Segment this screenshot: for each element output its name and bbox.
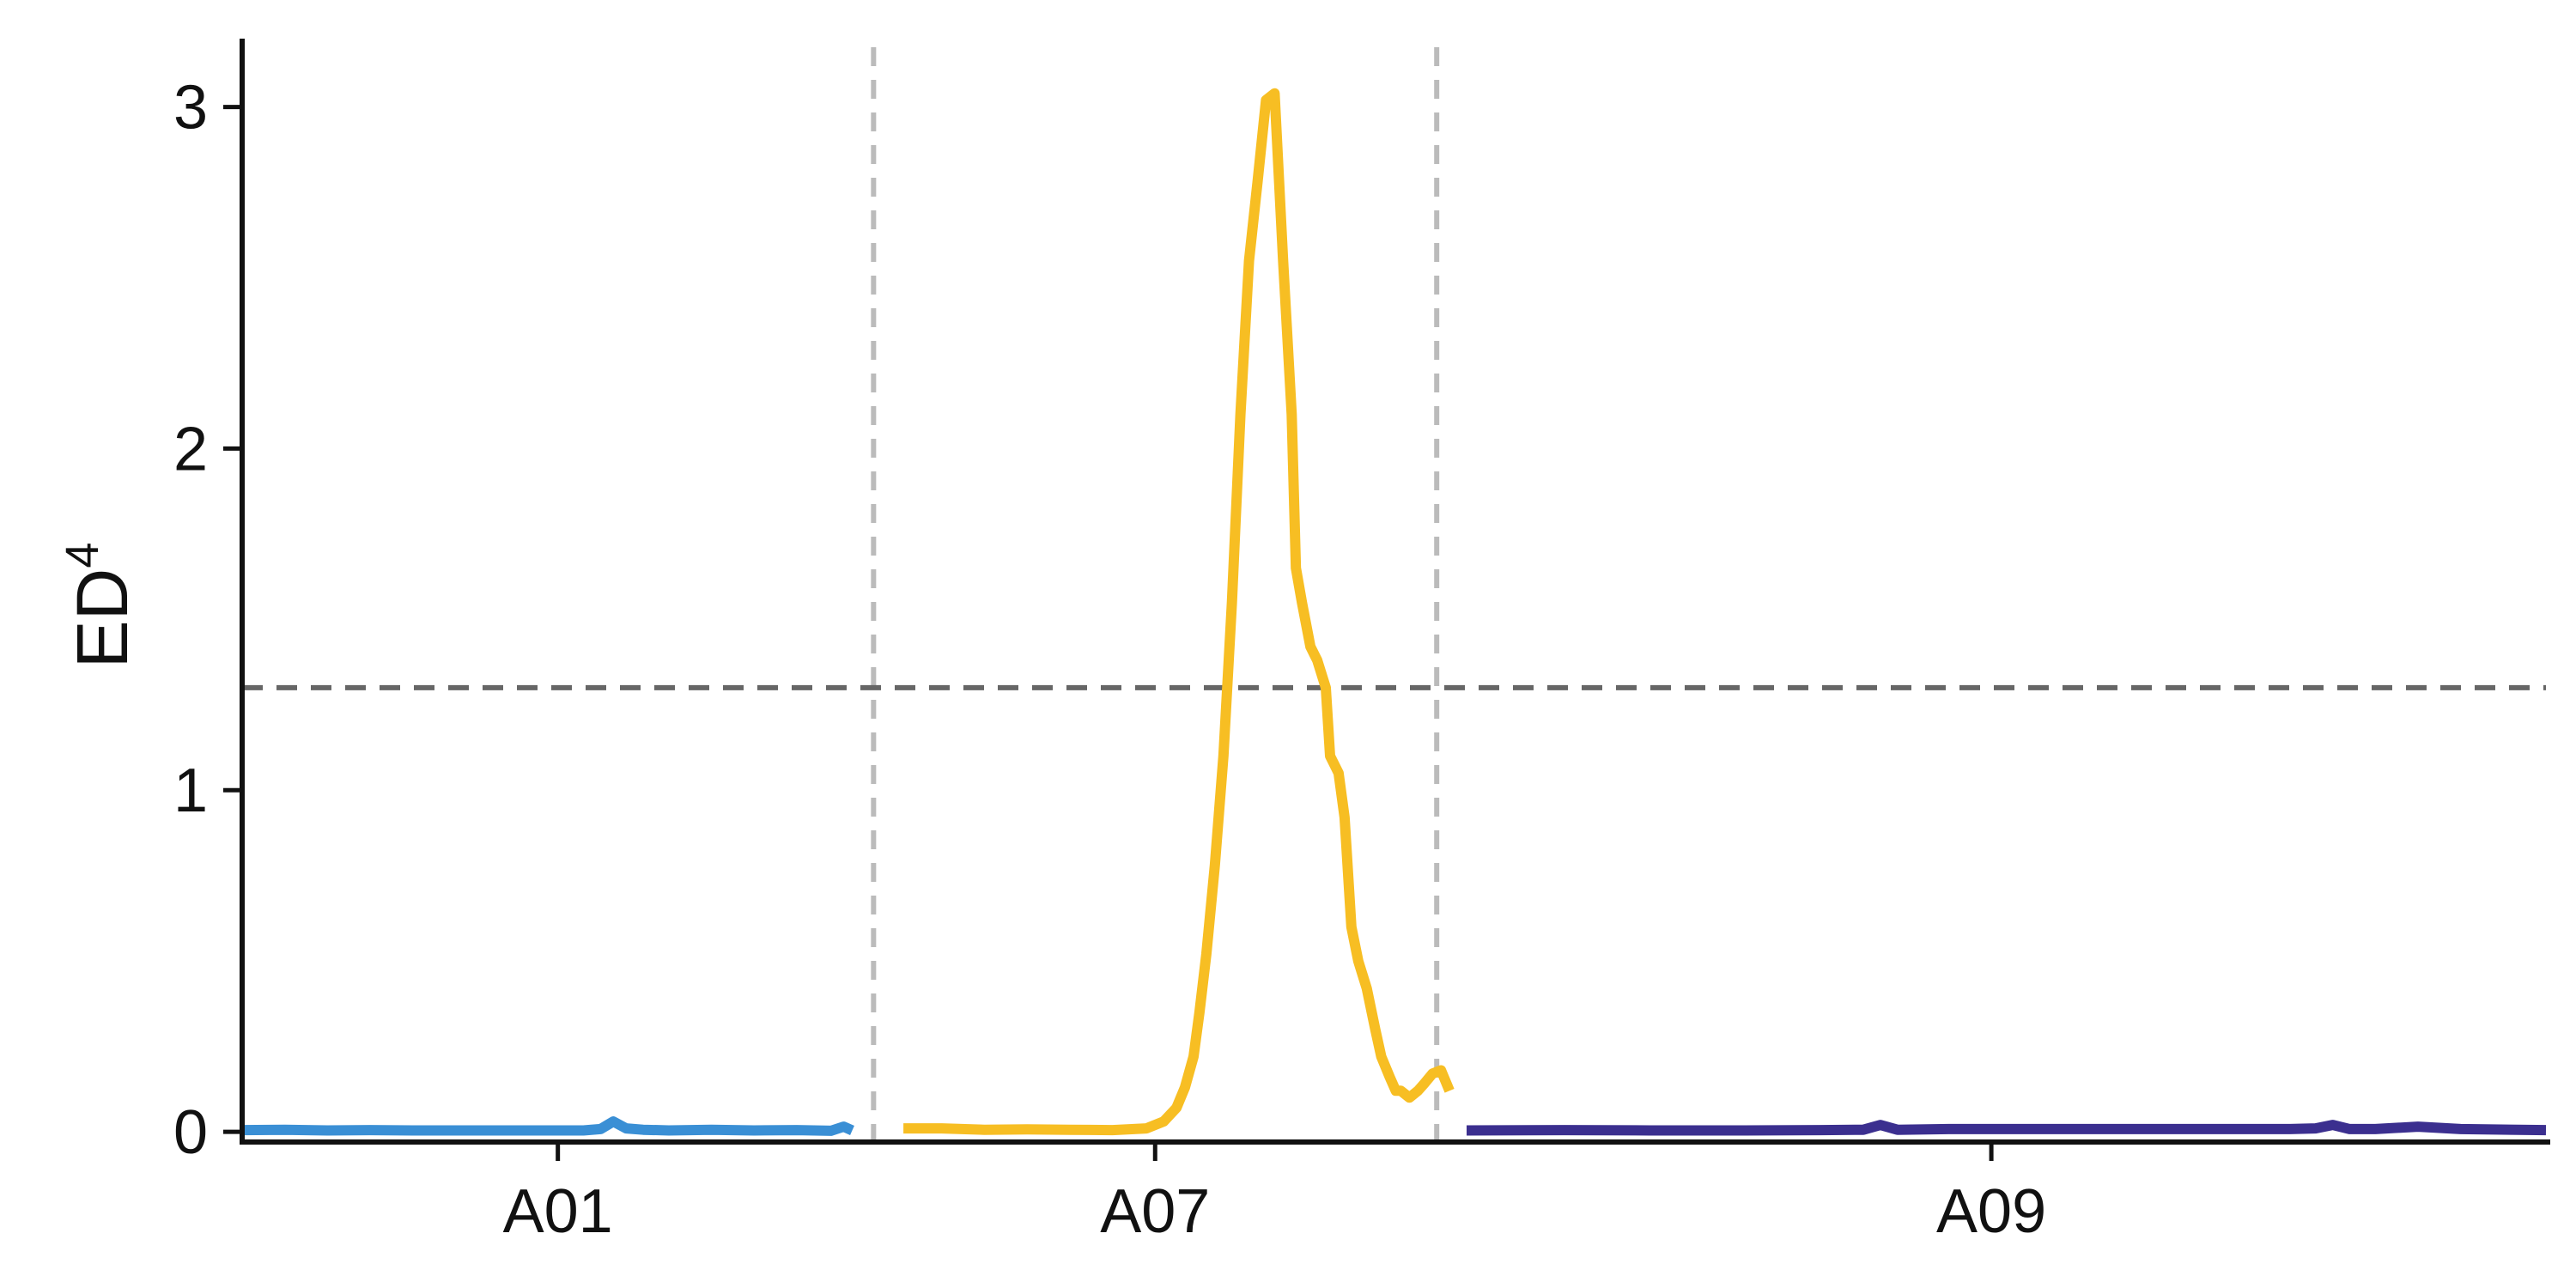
axis-layer: 0 1 2 3 A01 A07 A09 [173, 39, 2550, 1246]
y-axis-title-superscript: 4 [57, 543, 108, 568]
series-line-a07 [903, 88, 1455, 1136]
y-axis-title: ED4 [57, 543, 143, 669]
x-tick-label-a07: A07 [1100, 1177, 1210, 1246]
y-axis-title-base: ED [62, 568, 143, 669]
y-tick-label-3: 3 [173, 74, 208, 143]
x-tick-label-a09: A09 [1936, 1177, 2046, 1246]
separator-layer [871, 47, 1440, 1142]
series-line-a09 [1466, 1120, 2547, 1136]
y-tick-label-1: 1 [173, 756, 208, 825]
y-tick-label-0: 0 [173, 1098, 208, 1167]
y-tick-label-2: 2 [173, 415, 208, 483]
x-tick-label-a01: A01 [503, 1177, 613, 1246]
series-line-a01 [241, 1116, 854, 1136]
series-layer [241, 88, 2547, 1136]
